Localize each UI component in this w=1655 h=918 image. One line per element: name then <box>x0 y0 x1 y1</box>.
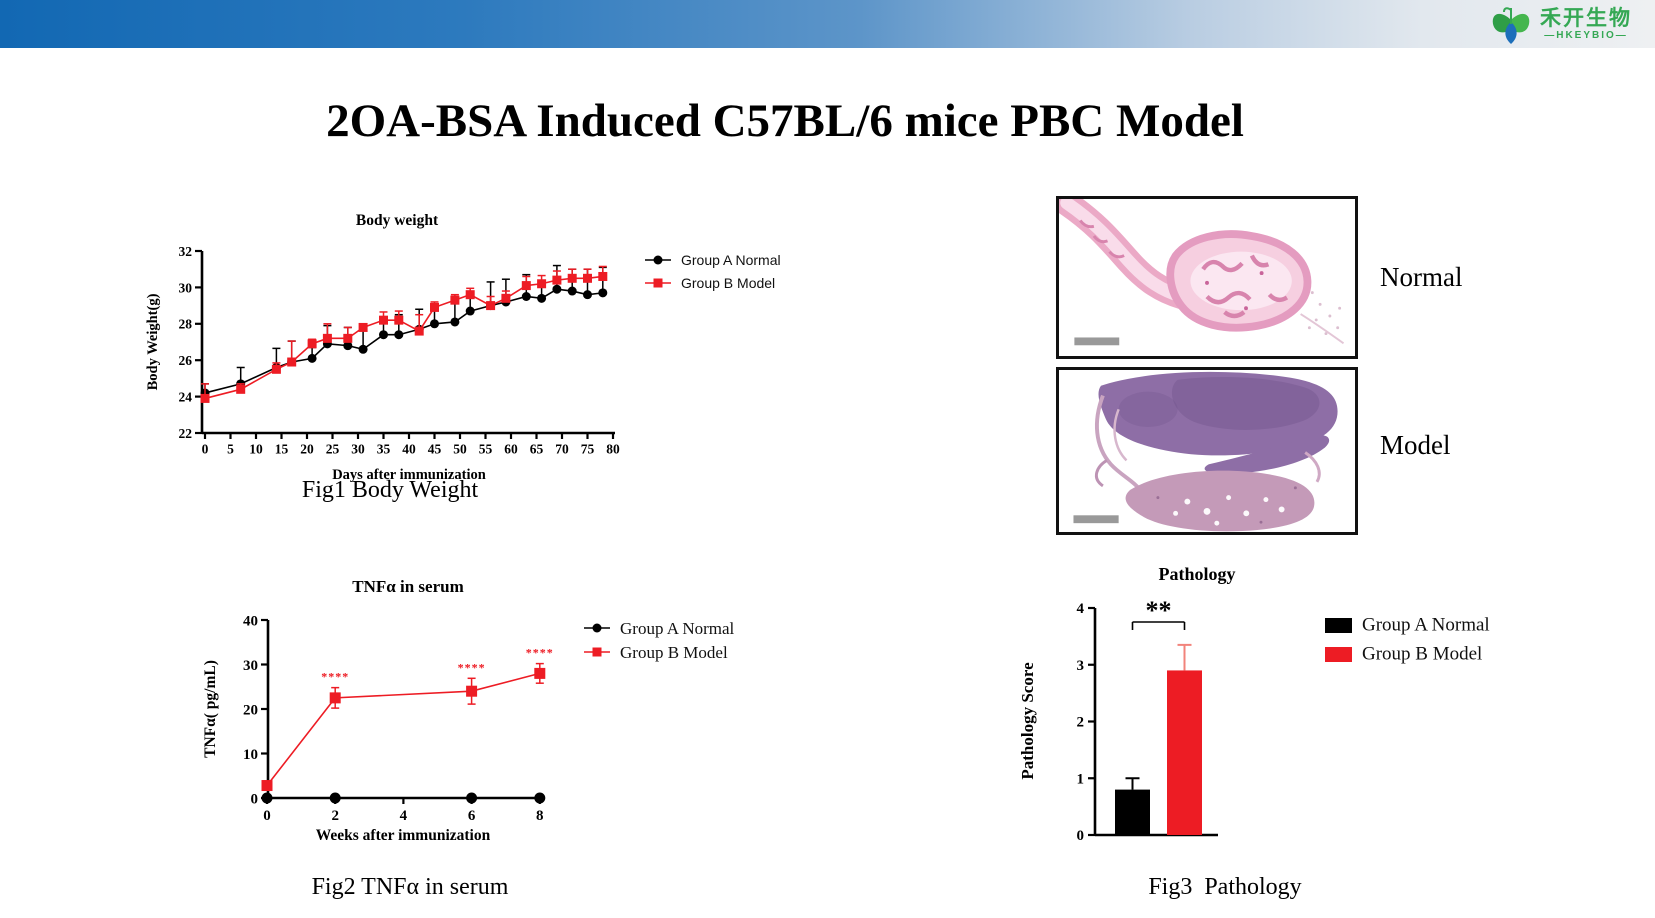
svg-text:****: **** <box>526 646 554 660</box>
svg-text:70: 70 <box>555 442 569 457</box>
svg-text:3: 3 <box>1077 658 1085 674</box>
svg-text:5: 5 <box>227 442 234 457</box>
fig3-caption: Fig3 Pathology <box>1148 874 1302 900</box>
svg-text:2: 2 <box>1077 715 1085 731</box>
fig2-caption: Fig2 TNFα in serum <box>311 874 509 900</box>
svg-text:0: 0 <box>202 442 209 457</box>
svg-text:0: 0 <box>1077 828 1085 844</box>
svg-text:20: 20 <box>243 702 258 718</box>
svg-text:30: 30 <box>179 280 193 295</box>
histology-model-image <box>1056 367 1358 535</box>
svg-text:45: 45 <box>428 442 442 457</box>
svg-text:8: 8 <box>536 808 544 824</box>
svg-text:Group A Normal: Group A Normal <box>681 252 781 268</box>
svg-text:10: 10 <box>243 747 258 763</box>
svg-text:0: 0 <box>263 808 271 824</box>
model-tissue-illustration <box>1059 370 1355 532</box>
scale-bar <box>1074 337 1120 346</box>
svg-text:20: 20 <box>300 442 314 457</box>
svg-text:TNFα in serum: TNFα in serum <box>352 577 464 596</box>
logo: 禾开生物 —HKEYBIO— <box>1488 2 1632 48</box>
svg-text:4: 4 <box>400 808 408 824</box>
svg-text:40: 40 <box>243 613 258 629</box>
svg-text:**: ** <box>1146 596 1172 625</box>
svg-text:Group B Model: Group B Model <box>620 643 728 662</box>
pathology-chart: 0 1 2 3 4 Pathology Pathology Score ** Group A N… <box>1018 564 1490 844</box>
svg-text:28: 28 <box>179 317 193 332</box>
svg-text:****: **** <box>321 670 349 684</box>
svg-text:TNFα( pg/mL): TNFα( pg/mL) <box>202 660 219 758</box>
svg-text:Group A Normal: Group A Normal <box>1362 615 1490 636</box>
fig1-caption: Fig1 Body Weight <box>301 477 479 503</box>
svg-text:80: 80 <box>606 442 620 457</box>
svg-text:4: 4 <box>1077 601 1085 617</box>
svg-text:Group B Model: Group B Model <box>1362 644 1482 665</box>
svg-text:15: 15 <box>275 442 289 457</box>
tnfa-serum-chart: 0 10 20 30 40 0 2 4 6 8 TNFα in serum Weeks after i… <box>202 577 735 844</box>
histology-normal-image <box>1056 196 1358 359</box>
svg-text:40: 40 <box>402 442 416 457</box>
histology-model-label: Model <box>1380 430 1451 460</box>
svg-text:65: 65 <box>530 442 544 457</box>
normal-tissue-illustration <box>1059 199 1354 356</box>
svg-text:10: 10 <box>249 442 263 457</box>
histology-normal-label: Normal <box>1380 262 1463 292</box>
svg-text:25: 25 <box>326 442 340 457</box>
svg-text:75: 75 <box>581 442 595 457</box>
svg-text:Pathology Score: Pathology Score <box>1018 662 1037 780</box>
body-weight-chart: 22 24 26 28 30 32 0 5 10 15 20 25 30 35 40 45 50 55 60 65 70… <box>145 212 781 483</box>
svg-text:32: 32 <box>179 244 193 259</box>
logo-name-cn: 禾开生物 <box>1540 7 1632 31</box>
logo-name-en: —HKEYBIO— <box>1544 30 1628 42</box>
svg-text:55: 55 <box>479 442 493 457</box>
svg-text:1: 1 <box>1077 771 1085 787</box>
logo-text: 禾开生物 —HKEYBIO— <box>1540 8 1632 42</box>
svg-text:35: 35 <box>377 442 391 457</box>
logo-leaf-drop-icon <box>1492 7 1530 44</box>
svg-text:6: 6 <box>468 808 476 824</box>
svg-text:22: 22 <box>179 426 193 441</box>
svg-text:50: 50 <box>453 442 467 457</box>
slide-title: 2OA-BSA Induced C57BL/6 mice PBC Model <box>326 95 1244 147</box>
svg-text:30: 30 <box>243 658 258 674</box>
svg-text:****: **** <box>458 660 486 674</box>
svg-text:Group A Normal: Group A Normal <box>620 619 735 638</box>
svg-text:Weeks after immunization: Weeks after immunization <box>316 827 491 844</box>
svg-text:24: 24 <box>179 389 193 404</box>
svg-text:30: 30 <box>351 442 365 457</box>
svg-text:60: 60 <box>504 442 518 457</box>
svg-text:26: 26 <box>179 353 193 368</box>
svg-text:0: 0 <box>251 791 259 807</box>
svg-text:Days after immunization: Days after immunization <box>332 467 486 483</box>
svg-text:2: 2 <box>331 808 339 824</box>
svg-text:Body Weight(g): Body Weight(g) <box>145 293 161 390</box>
svg-text:Pathology: Pathology <box>1158 564 1235 584</box>
svg-text:Body weight: Body weight <box>356 212 439 229</box>
svg-text:Group B Model: Group B Model <box>681 275 775 291</box>
top-banner <box>0 0 1655 48</box>
scale-bar <box>1073 515 1119 524</box>
